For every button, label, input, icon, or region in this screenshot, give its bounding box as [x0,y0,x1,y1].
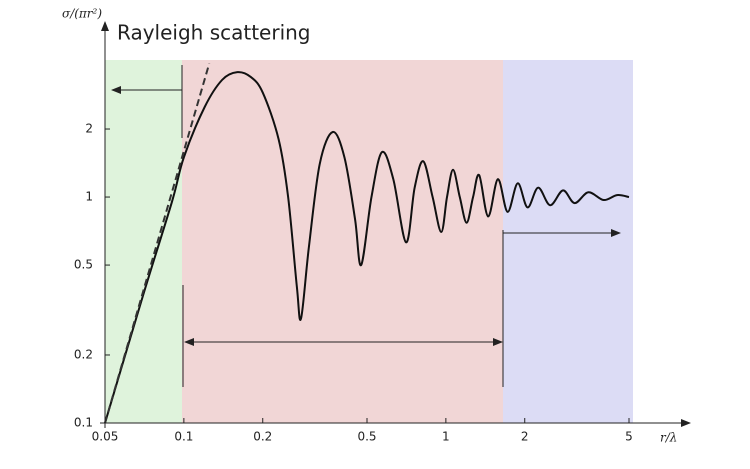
red-region [182,60,503,423]
curve [104,71,630,424]
x-tick-label: 2 [521,430,529,444]
y-tick-label: 0.5 [74,258,93,272]
dashed-line [104,63,211,424]
x-tick-label: 1 [442,430,450,444]
x-tick-label: 5 [625,430,633,444]
y-tick-label: 0.2 [74,347,93,361]
x-axis-label: r/λ [660,431,677,445]
blue-region [503,60,633,423]
x-tick-label: 0.1 [174,430,193,444]
x-tick-label: 0.05 [92,430,119,444]
annotation: Rayleigh scattering [117,21,311,45]
x-tick-label: 0.2 [253,430,272,444]
green-region [105,60,182,423]
y-tick-label: 2 [85,122,93,136]
y-tick-label: 0.1 [74,416,93,430]
plot [104,63,630,424]
x-tick-label: 0.5 [357,430,376,444]
y-axis-label: σ/(πr²) [62,7,102,21]
y-tick-label: 1 [85,190,93,204]
